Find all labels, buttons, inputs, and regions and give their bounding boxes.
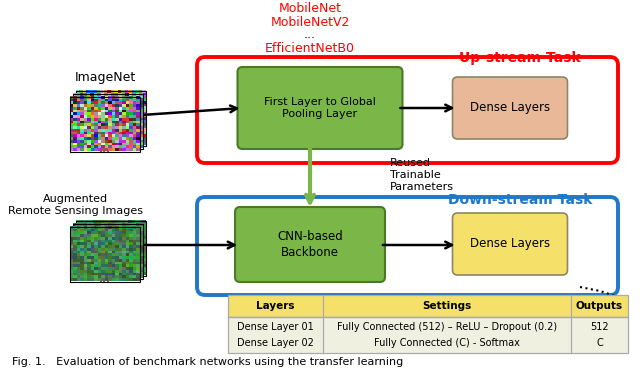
Text: MobileNet: MobileNet [278,2,342,15]
Bar [76,91,146,146]
Text: ...: ... [99,271,111,285]
Text: Reused
Trainable
Parameters: Reused Trainable Parameters [390,158,454,192]
Text: Down-stream Task: Down-stream Task [448,193,592,207]
Bar [73,94,143,149]
Bar [228,317,628,353]
FancyBboxPatch shape [452,77,568,139]
Text: C: C [596,338,603,348]
Text: Fig. 1.   Evaluation of benchmark networks using the transfer learning: Fig. 1. Evaluation of benchmark networks… [12,357,403,367]
Text: CNN-based
Backbone: CNN-based Backbone [277,230,343,259]
Text: Settings: Settings [422,301,472,311]
Text: Layers: Layers [256,301,295,311]
Text: First Layer to Global
Pooling Layer: First Layer to Global Pooling Layer [264,97,376,119]
Text: Outputs: Outputs [576,301,623,311]
Text: Dense Layer 02: Dense Layer 02 [237,338,314,348]
Text: Up-stream Task: Up-stream Task [459,51,581,65]
Text: Dense Layers: Dense Layers [470,238,550,250]
Bar [73,223,143,279]
Text: Fully Connected (512) – ReLU – Dropout (0.2): Fully Connected (512) – ReLU – Dropout (… [337,322,557,332]
Text: 512: 512 [590,322,609,332]
Text: Dense Layers: Dense Layers [470,102,550,115]
Text: EfficientNetB0: EfficientNetB0 [265,41,355,55]
Text: Augmented
Remote Sensing Images: Augmented Remote Sensing Images [8,194,143,216]
Text: Dense Layer 01: Dense Layer 01 [237,322,314,332]
Bar [70,97,140,152]
Text: Fully Connected (C) - Softmax: Fully Connected (C) - Softmax [374,338,520,348]
Text: MobileNetV2: MobileNetV2 [270,15,349,29]
Bar [228,295,628,317]
Text: ImageNet: ImageNet [74,71,136,85]
Text: ...: ... [304,27,316,41]
Bar [70,226,140,282]
Text: ...: ... [99,141,111,155]
FancyBboxPatch shape [452,213,568,275]
FancyBboxPatch shape [237,67,403,149]
Bar [76,220,146,276]
FancyBboxPatch shape [235,207,385,282]
